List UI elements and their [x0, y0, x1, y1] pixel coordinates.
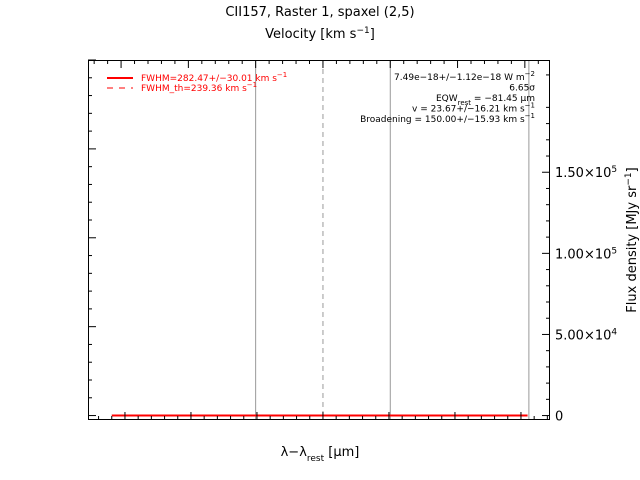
top-axis-label-end: ] [370, 27, 375, 42]
fit-annotation-part: −2 [525, 70, 535, 78]
x-axis-label-main: λ−λ [281, 445, 308, 460]
x-axis-label-unit: [μm] [324, 445, 359, 460]
right-axis-label: Flux density [MJy sr−1] [624, 167, 640, 312]
legend-label-sup: −1 [247, 81, 257, 89]
legend: FWHM=282.47+/−30.01 km s−1FWHM_th=239.36… [107, 71, 287, 94]
right-tick-exponent: 5 [611, 246, 617, 256]
fit-annotation-part: 6.65σ [509, 84, 535, 94]
right-axis-label-sup: −1 [624, 172, 634, 185]
right-tick-base: 1.00×10 [555, 247, 611, 262]
right-tick-label: 1.00×105 [555, 246, 617, 262]
x-axis-label: λ−λrest [μm] [281, 445, 360, 464]
fit-annotation-part: Broadening = 150.00+/−15.93 km s [360, 115, 525, 125]
chart-title: CII157, Raster 1, spaxel (2,5) [225, 5, 414, 20]
fit-annotation-part: −1 [525, 102, 535, 110]
right-tick-label: 5.00×104 [555, 327, 617, 343]
legend-label: FWHM=282.47+/−30.01 km s−1 [141, 71, 287, 84]
fit-annotation-part: rest [458, 99, 472, 107]
top-axis-label-main: Velocity [km s [265, 27, 357, 42]
right-axis-label-main: Flux density [MJy sr [625, 185, 640, 313]
plot-frame [88, 60, 550, 420]
axis-labels: λ−λrest [μm]Velocity [km s−1]Flux densit… [265, 26, 640, 464]
fit-annotation: 6.65σ [509, 84, 535, 94]
fit-annotation: Broadening = 150.00+/−15.93 km s−1 [360, 112, 535, 125]
fit-annotation-part: EQW [436, 94, 458, 104]
fit-annotation: 7.49e−18+/−1.12e−18 W m−2 [394, 70, 535, 83]
top-axis-label-sup: −1 [356, 26, 369, 36]
top-axis-label: Velocity [km s−1] [265, 26, 375, 42]
fit-annotation-part: 7.49e−18+/−1.12e−18 W m [394, 73, 525, 83]
right-tick-label: 1.50×105 [555, 165, 617, 181]
right-tick-exponent: 5 [611, 165, 617, 175]
legend-label-main: FWHM=282.47+/−30.01 km s [141, 74, 277, 84]
fit-annotation: EQWrest = −81.45 μm [436, 94, 535, 107]
fit-annotation: v = 23.67+/−16.21 km s−1 [412, 102, 535, 115]
right-axis-label-end: ] [625, 167, 640, 172]
legend-label: FWHM_th=239.36 km s−1 [141, 81, 257, 94]
right-tick-exponent: 4 [611, 327, 617, 337]
right-tick-base: 0 [555, 410, 563, 425]
x-axis-label-sub: rest [307, 454, 325, 464]
legend-label-main: FWHM_th=239.36 km s [141, 84, 247, 94]
right-tick-base: 1.50×10 [555, 166, 611, 181]
right-tick-label: 0 [555, 410, 563, 425]
reference-lines [255, 60, 530, 420]
fit-annotation-part: −1 [525, 112, 535, 120]
fit-annotation-part: = −81.45 μm [471, 94, 535, 104]
legend-label-sup: −1 [277, 71, 287, 79]
axis-ticks [88, 59, 550, 420]
right-tick-base: 5.00×10 [555, 328, 611, 343]
fit-annotation-part: v = 23.67+/−16.21 km s [412, 105, 525, 115]
